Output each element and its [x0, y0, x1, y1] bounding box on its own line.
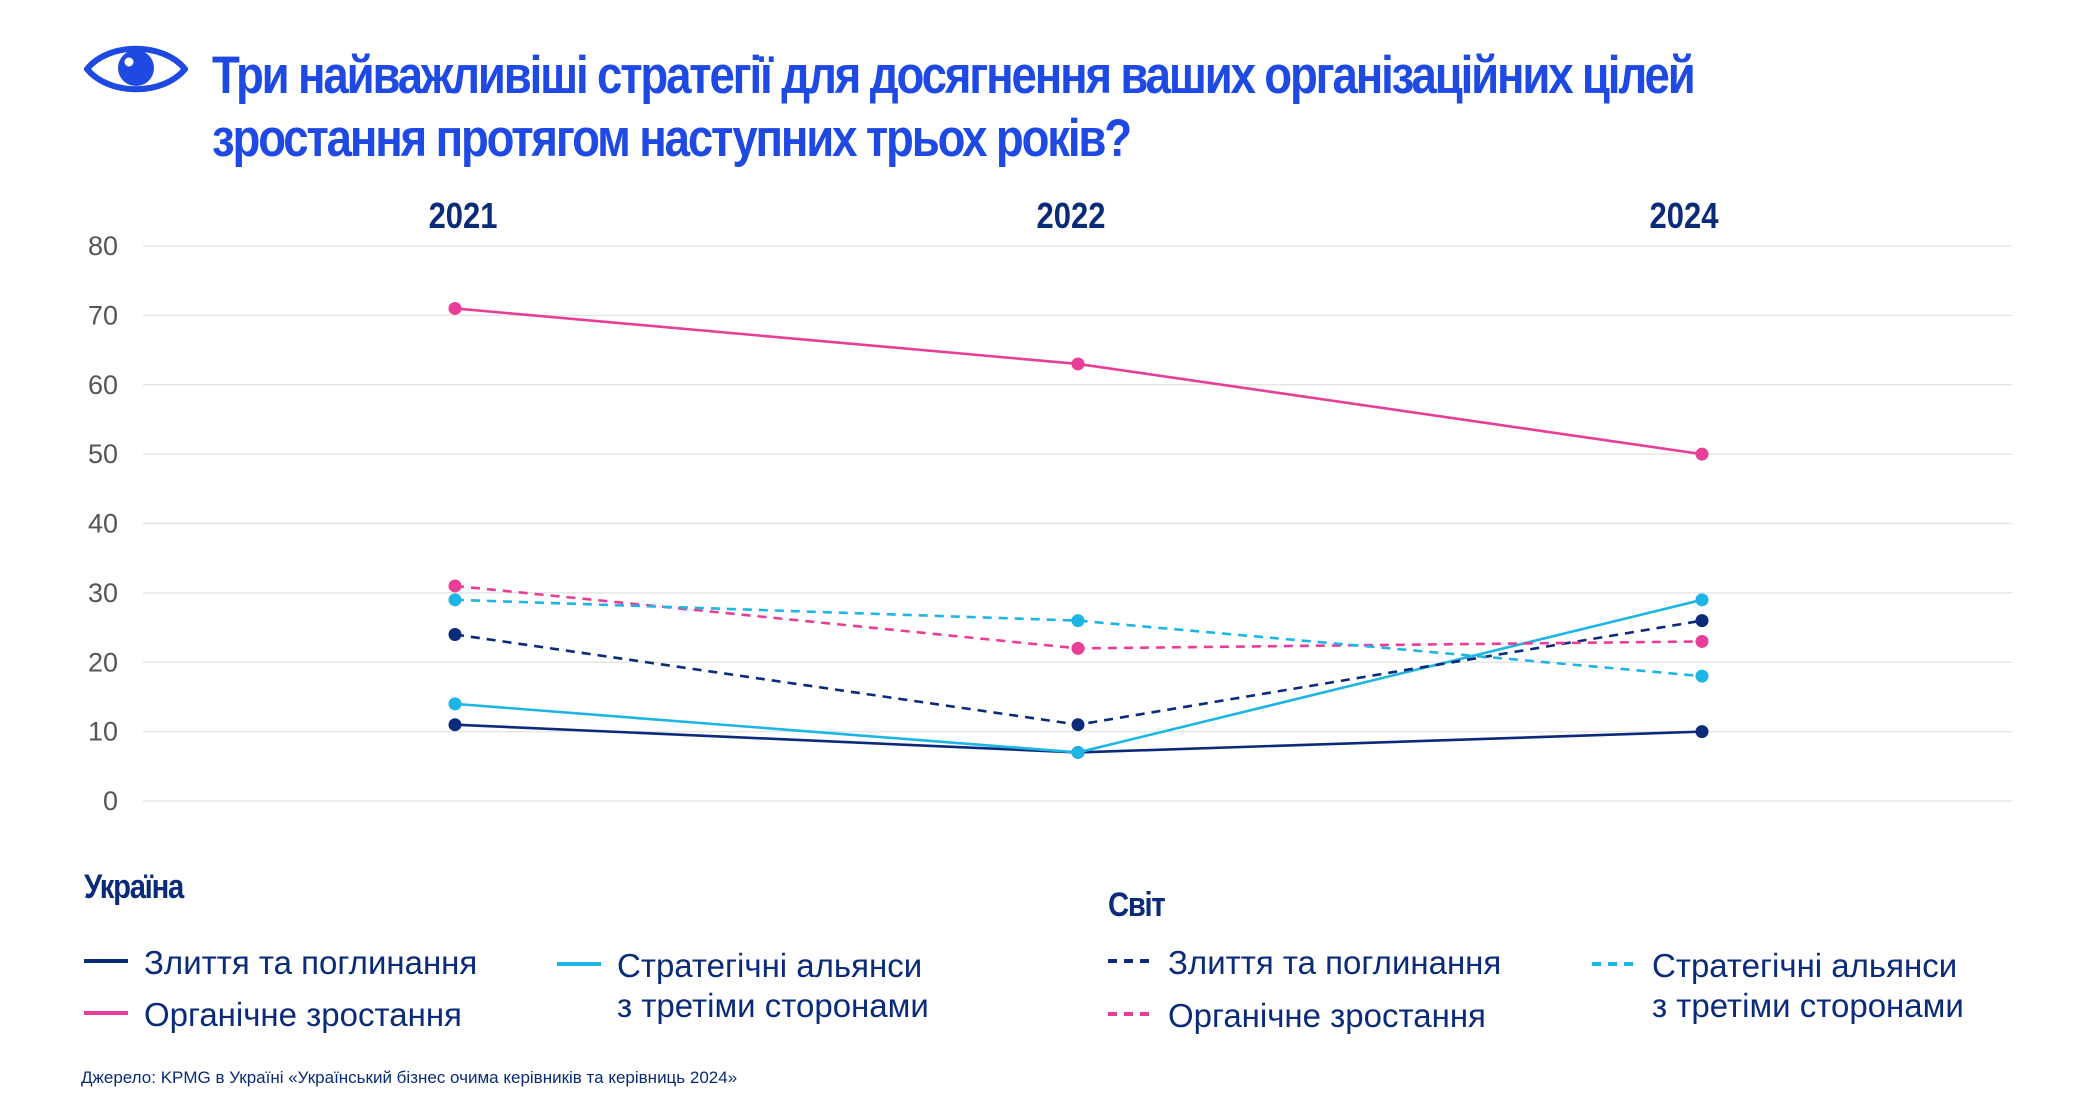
legend-swatch-solid-pink: [84, 1011, 128, 1015]
eye-icon: [84, 45, 188, 93]
y-tick-label: 80: [88, 231, 118, 261]
line-chart: 0 10 20 30 40 50 60 70 80 2021 2022 2024: [88, 197, 2012, 816]
data-points: [448, 301, 1709, 759]
x-category-labels: 2021 2022 2024: [429, 197, 1719, 237]
data-point: [448, 579, 462, 593]
legend-item-world-mergers: Злиття та поглинання: [1108, 943, 1501, 983]
data-point: [1695, 634, 1709, 648]
series-line: [454, 619, 1703, 727]
legend-item-ukraine-mergers: Злиття та поглинання: [84, 943, 477, 983]
data-point: [1071, 718, 1085, 732]
data-point: [1071, 614, 1085, 628]
data-point: [1695, 447, 1709, 461]
legend-swatch-dashed-navy: [1108, 959, 1152, 963]
legend-item-world-organic: Органічне зростання: [1108, 996, 1486, 1036]
data-point: [1695, 614, 1709, 628]
data-point: [1071, 357, 1085, 371]
x-category-label: 2022: [1037, 197, 1106, 237]
y-tick-label: 40: [88, 509, 118, 539]
data-point: [1695, 669, 1709, 683]
x-category-label: 2024: [1650, 197, 1719, 237]
y-tick-label: 70: [88, 300, 118, 330]
y-tick-label: 20: [88, 647, 118, 677]
data-point: [1695, 593, 1709, 607]
y-tick-label: 30: [88, 578, 118, 608]
data-point: [1071, 641, 1085, 655]
y-axis-ticks: 0 10 20 30 40 50 60 70 80: [88, 231, 118, 816]
legend-title-world: Світ: [1108, 886, 1166, 924]
series-lines: [454, 307, 1703, 754]
legend-label: Злиття та поглинання: [144, 944, 478, 981]
y-tick-label: 50: [88, 439, 118, 469]
legend-swatch-solid-cyan: [557, 962, 601, 966]
data-point: [448, 301, 462, 315]
y-tick-label: 10: [88, 717, 118, 747]
grid-lines: [143, 245, 2012, 802]
y-tick-label: 60: [88, 370, 118, 400]
legend-item-ukraine-alliances: Стратегічні альянси з третіми сторонами: [557, 946, 929, 1026]
legend-label: Органічне зростання: [1168, 997, 1486, 1034]
data-point: [448, 628, 462, 641]
data-point: [448, 593, 462, 607]
legend-item-world-alliances: Стратегічні альянси з третіми сторонами: [1592, 946, 1964, 1026]
data-point: [448, 697, 462, 711]
legend-label: Органічне зростання: [144, 996, 462, 1033]
data-point: [448, 718, 462, 732]
legend-item-ukraine-organic: Органічне зростання: [84, 995, 462, 1035]
legend-label: Стратегічні альянси з третіми сторонами: [617, 947, 929, 1024]
series-line: [454, 598, 1703, 678]
legend-swatch-dashed-pink: [1108, 1012, 1152, 1016]
series-line: [454, 307, 1703, 456]
y-tick-label: 0: [103, 786, 118, 816]
source-note: Джерело: KPMG в Україні «Український біз…: [81, 1068, 738, 1087]
legend-label: Злиття та поглинання: [1168, 944, 1502, 981]
data-point: [1695, 725, 1709, 739]
data-point: [1071, 745, 1085, 759]
page-title: Три найважливіші стратегії для досягненн…: [212, 46, 1696, 168]
x-category-label: 2021: [429, 197, 498, 237]
legend-swatch-solid-navy: [84, 959, 128, 963]
legend-title-ukraine: Україна: [84, 868, 184, 906]
legend-label: Стратегічні альянси з третіми сторонами: [1652, 947, 1964, 1024]
legend-swatch-dashed-cyan: [1592, 962, 1636, 966]
